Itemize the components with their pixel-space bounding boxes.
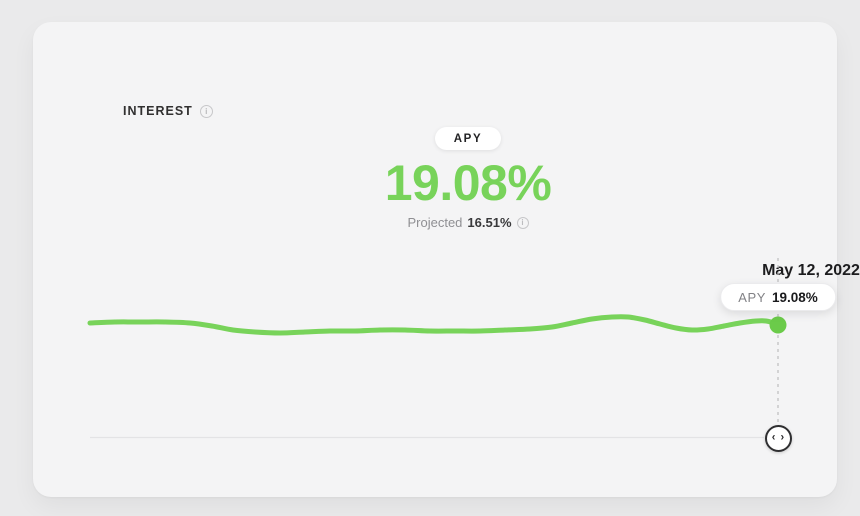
card-header: INTEREST i [123,104,213,118]
cursor-date-label: May 12, 2022 [762,262,860,279]
cursor-tooltip: APY 19.08% [720,283,836,311]
projected-value: 16.51% [467,215,512,230]
cursor-drag-handle[interactable]: ‹ › [765,425,792,452]
tooltip-apy-value: 19.08% [772,289,818,305]
interest-label: INTEREST [123,104,193,118]
interest-info-icon[interactable]: i [199,104,213,118]
projected-label: Projected [407,215,463,230]
tooltip-apy-label: APY [738,289,767,305]
interest-card: INTEREST i APY 19.08% Projected 16.51% i… [33,22,860,497]
apy-value: 19.08% [384,155,552,211]
apy-badge[interactable]: APY [434,127,502,150]
apy-summary: APY 19.08% Projected 16.51% i [66,127,860,230]
projected-info-icon[interactable]: i [516,216,529,229]
projected-row: Projected 16.51% i [66,215,860,230]
drag-handle-arrows-icon: ‹ › [771,431,786,444]
